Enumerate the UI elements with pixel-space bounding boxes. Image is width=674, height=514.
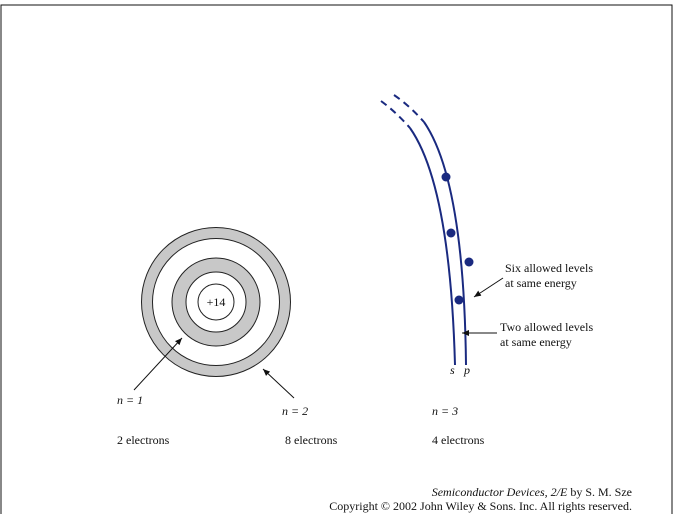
s-label: s [450, 363, 455, 377]
arrow [133, 337, 183, 391]
electron-count: 2 electrons [117, 433, 170, 447]
author: by S. M. Sze [570, 485, 632, 499]
nucleus-label: +14 [207, 295, 226, 309]
credit: Semiconductor Devices, 2/E by S. M. Sze [432, 485, 632, 499]
frame [0, 4, 673, 514]
arrow [473, 277, 504, 298]
annotation: Two allowed levels [500, 320, 593, 334]
annotation: at same energy [500, 335, 572, 349]
arrow [262, 368, 295, 399]
p-label: p [463, 363, 470, 377]
energy-levels [380, 94, 467, 366]
shell-label: n = 2 [282, 404, 308, 418]
atom-rings [141, 227, 291, 377]
electron-count: 8 electrons [285, 433, 338, 447]
annotation: Six allowed levels [505, 261, 593, 275]
electrons [441, 172, 474, 305]
shell-label: n = 3 [432, 404, 458, 418]
book-title: Semiconductor Devices, 2/E [432, 485, 568, 499]
shell-label: n = 1 [117, 393, 143, 407]
electron-count: 4 electrons [432, 433, 485, 447]
copyright: Copyright © 2002 John Wiley & Sons. Inc.… [329, 499, 632, 513]
annotation: at same energy [505, 276, 577, 290]
